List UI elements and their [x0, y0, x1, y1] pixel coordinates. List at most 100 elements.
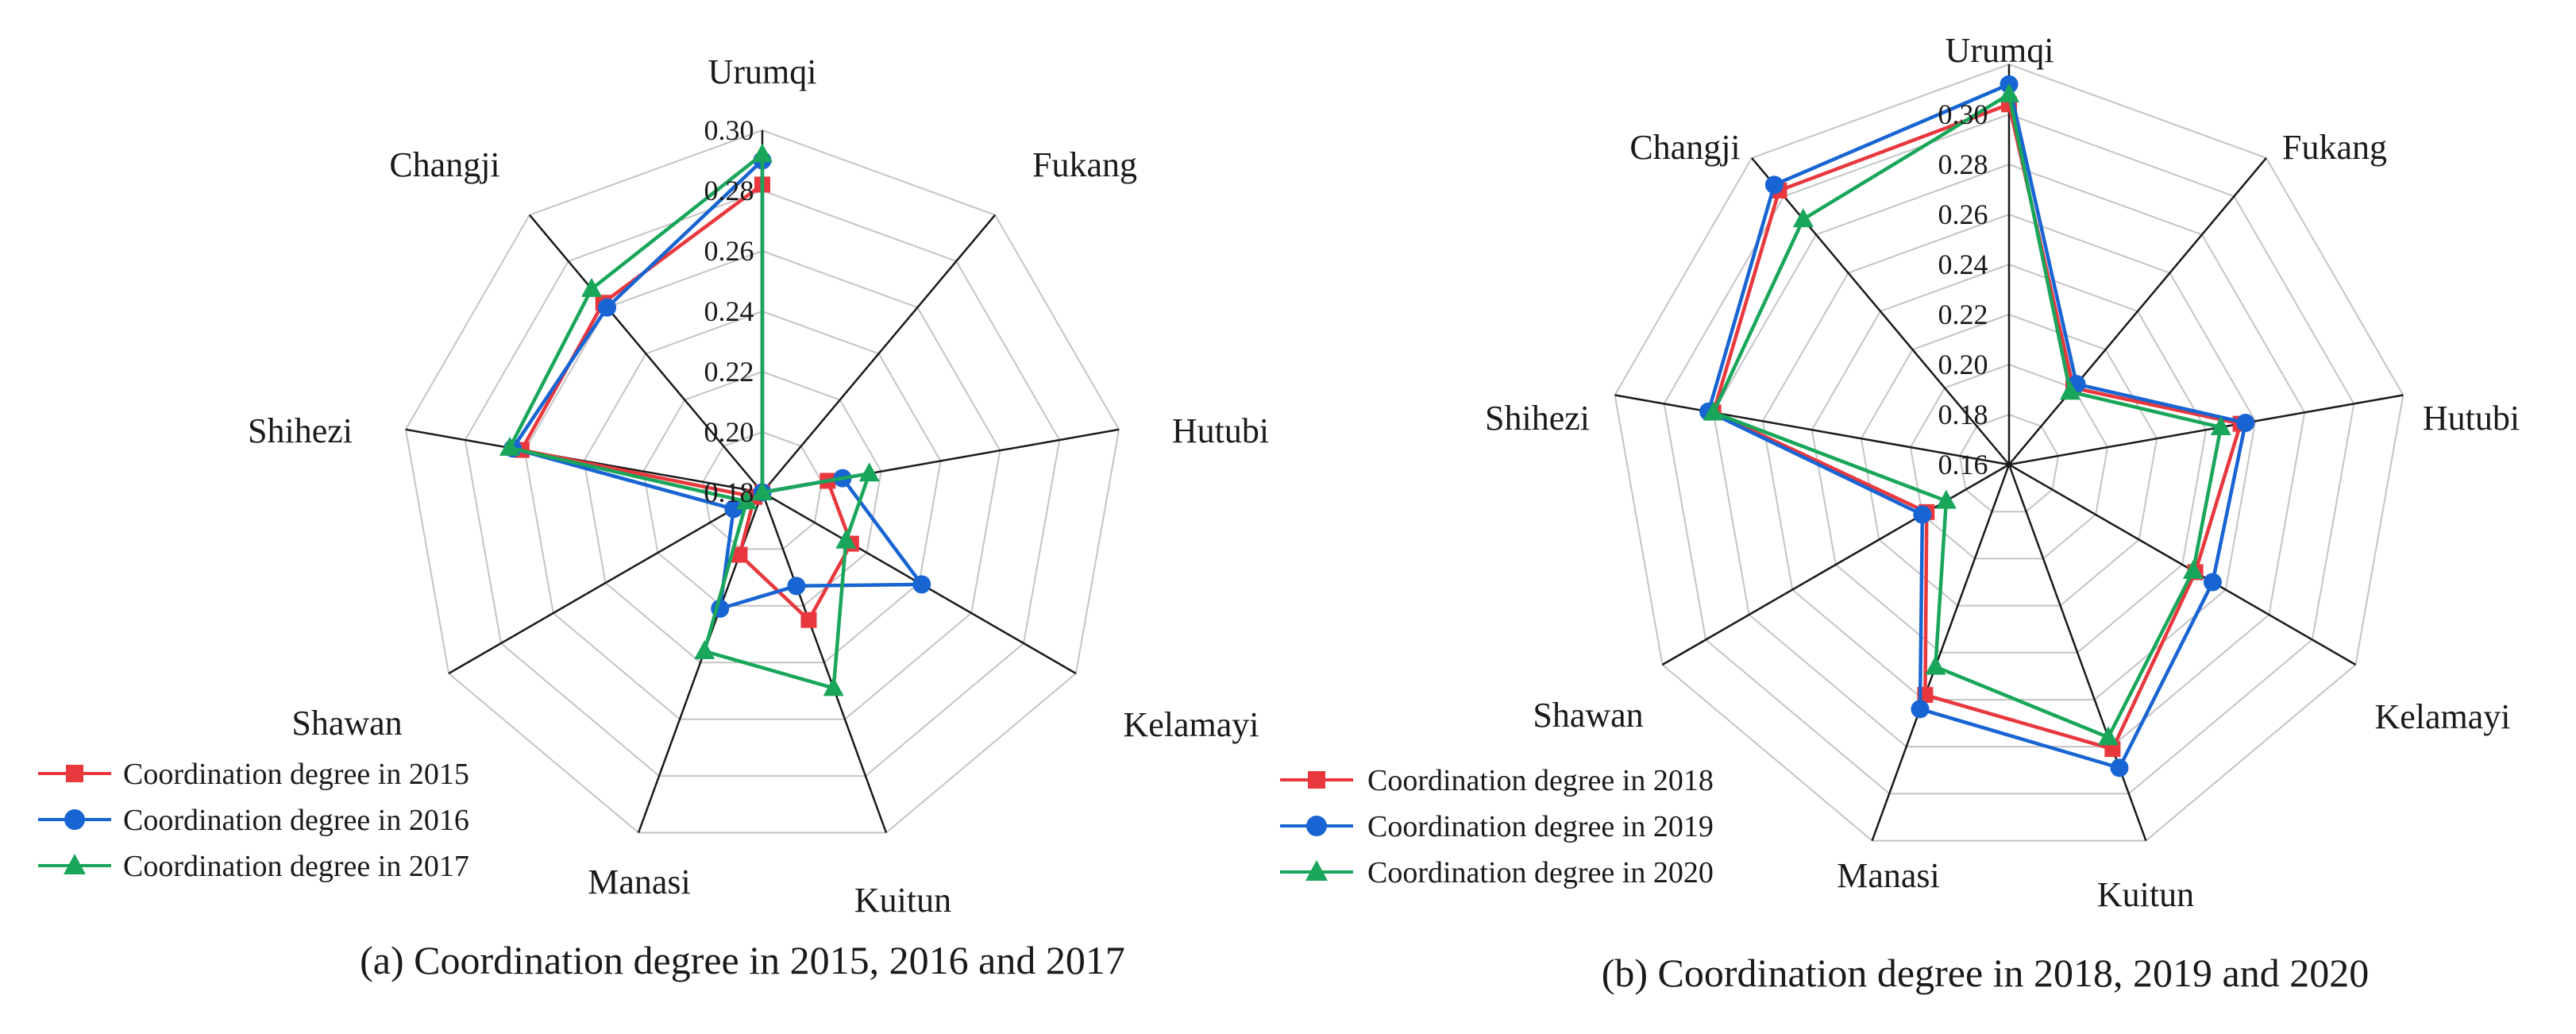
data-point-triangle — [581, 277, 603, 297]
tick-label: 0.20 — [1938, 349, 1988, 380]
legend-item-2020: Coordination degree in 2020 — [1280, 856, 1714, 889]
data-point-circle — [787, 577, 806, 596]
tick-label: 0.22 — [1938, 299, 1988, 330]
data-point-triangle — [858, 462, 880, 482]
axis-spoke — [2008, 394, 2404, 466]
radar-spokes-b — [1614, 64, 2404, 842]
legend-marker-circle — [64, 809, 85, 830]
radar-chart-a: Urumqi Fukang Hutubi Kelamayi Kuitun Man… — [38, 52, 1269, 982]
data-point-triangle — [1703, 401, 1724, 421]
series-line — [1706, 82, 2248, 770]
legend-marker-square — [66, 765, 83, 782]
axis-label: Hutubi — [1172, 411, 1269, 450]
tick-labels-a: 0.18 0.20 0.22 0.24 0.26 0.28 0.30 — [704, 114, 754, 508]
axis-label: Kelamayi — [2374, 697, 2510, 736]
data-point-triangle — [752, 481, 773, 500]
axis-label: Kelamayi — [1123, 705, 1259, 744]
legend-item-2018: Coordination degree in 2018 — [1280, 764, 1714, 797]
series-line — [507, 152, 871, 690]
grid-ring — [523, 249, 1001, 720]
legend-label: Coordination degree in 2020 — [1367, 856, 1714, 889]
data-point-triangle — [752, 143, 773, 163]
tick-label: 0.22 — [704, 356, 754, 388]
axis-label: Changji — [389, 145, 499, 184]
data-point-circle — [1764, 176, 1784, 195]
axis-spoke — [761, 492, 888, 833]
chart-caption-a: (a) Coordination degree in 2015, 2016 an… — [360, 938, 1125, 982]
grid-ring — [404, 129, 1120, 834]
data-point-circle — [724, 500, 743, 519]
axis-spoke — [1614, 394, 2010, 466]
grid-ring — [1614, 63, 2404, 842]
legend-b: Coordination degree in 2018 Coordination… — [1280, 764, 1714, 889]
legend-label: Coordination degree in 2018 — [1367, 764, 1714, 797]
radar-grid-a — [404, 129, 1120, 834]
axis-spoke — [2008, 463, 2357, 666]
axis-label: Changji — [1629, 128, 1740, 167]
axis-label: Manasi — [1837, 856, 1940, 895]
tick-label: 0.24 — [1938, 249, 1988, 280]
data-point-triangle — [1792, 208, 1814, 228]
data-point-triangle — [694, 639, 715, 659]
grid-ring — [1811, 263, 2208, 654]
data-point-triangle — [2182, 559, 2204, 579]
legend-item-2017: Coordination degree in 2017 — [38, 850, 469, 883]
data-point-triangle — [835, 529, 857, 549]
axis-label: Hutubi — [2423, 399, 2520, 438]
data-point-circle — [1913, 505, 1932, 524]
grid-ring — [1712, 163, 2306, 748]
axis-label: Urumqi — [708, 52, 817, 91]
chart-caption-b: (b) Coordination degree in 2018, 2019 an… — [1602, 951, 2369, 995]
axis-label: Shawan — [291, 704, 402, 743]
tick-label: 0.16 — [1938, 449, 1988, 480]
data-point-circle — [598, 298, 617, 317]
tick-label: 0.30 — [1938, 98, 1988, 130]
axis-labels-a: Urumqi Fukang Hutubi Kelamayi Kuitun Man… — [248, 52, 1269, 920]
legend-a: Coordination degree in 2015 Coordination… — [38, 758, 469, 883]
radar-series-a — [499, 143, 931, 696]
axis-label: Kuitun — [2097, 875, 2194, 914]
tick-label: 0.20 — [704, 416, 754, 448]
data-point-circle — [1911, 700, 1930, 719]
series-line — [1711, 92, 2223, 739]
tick-label: 0.24 — [704, 295, 754, 327]
tick-label: 0.26 — [704, 235, 754, 267]
axis-label: Urumqi — [1945, 31, 2054, 70]
data-point-triangle — [2097, 726, 2119, 746]
data-point-triangle — [823, 677, 844, 696]
data-point-triangle — [1935, 489, 1957, 509]
legend-label: Coordination degree in 2016 — [123, 804, 469, 837]
grid-ring — [1761, 213, 2257, 701]
axis-label: Shawan — [1533, 696, 1643, 735]
grid-ring — [642, 370, 882, 607]
axis-label: Kuitun — [854, 881, 951, 920]
axis-spoke — [1661, 463, 2010, 666]
axis-labels-b: Urumqi Fukang Hutubi Kelamayi Kuitun Man… — [1485, 31, 2520, 914]
axis-spoke — [2007, 464, 2147, 842]
legend-marker-circle — [1306, 816, 1327, 836]
axis-label: Manasi — [588, 862, 691, 901]
legend-marker-square — [1308, 771, 1325, 789]
grid-ring — [702, 430, 823, 550]
series-line — [1711, 102, 2242, 751]
legend-marker-triangle — [1305, 860, 1328, 881]
radar-series-b — [1699, 75, 2255, 777]
axis-spoke — [528, 214, 763, 493]
tick-label: 0.28 — [1938, 149, 1988, 180]
axis-label: Shihezi — [1485, 399, 1590, 438]
axis-spoke — [762, 214, 997, 493]
data-point-square — [800, 612, 817, 628]
tick-label: 0.28 — [704, 175, 754, 206]
data-point-circle — [2236, 413, 2255, 432]
tick-labels-b: 0.16 0.18 0.20 0.22 0.24 0.26 0.28 0.30 — [1938, 98, 1988, 480]
tick-label: 0.30 — [704, 114, 754, 146]
legend-marker-triangle — [64, 854, 86, 874]
legend-label: Coordination degree in 2017 — [123, 850, 469, 883]
tick-label: 0.18 — [1938, 399, 1988, 430]
axis-spoke — [448, 491, 763, 675]
tick-label: 0.18 — [704, 476, 754, 508]
axis-label: Fukang — [1032, 145, 1137, 184]
grid-ring — [1663, 113, 2355, 795]
data-point-triangle — [736, 490, 758, 510]
